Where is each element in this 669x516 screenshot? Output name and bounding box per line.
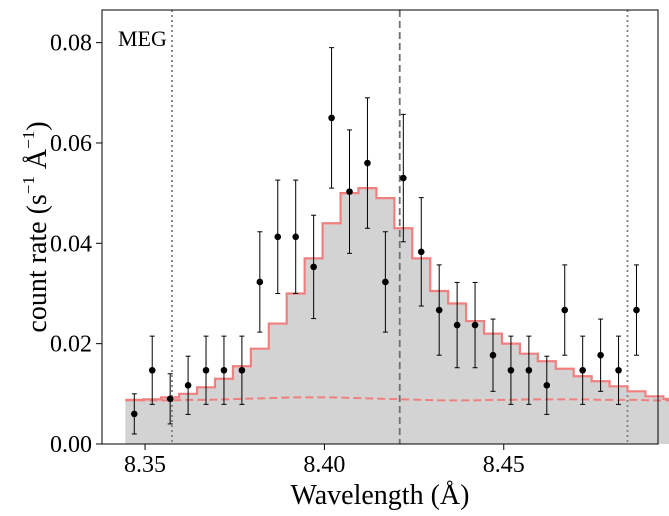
data-point [400,174,407,182]
x-axis: 8.35 8.40 8.45 [124,444,525,478]
y-axis-title-part: count rate (s [22,194,53,332]
data-point [256,278,264,286]
data-point-group [417,197,425,307]
data-point-group [382,231,389,333]
data-point-group [525,335,533,405]
data-point [328,114,335,122]
data-point [471,321,479,329]
x-axis-title: Wavelength (Å) [291,480,470,511]
data-point-group [328,47,335,189]
data-point-group [471,281,479,369]
data-point-group [615,335,622,405]
data-point-group [202,335,210,405]
data-point [633,306,640,314]
y-tick-label: 0.06 [50,131,92,157]
y-axis-title-part: Å [22,148,53,176]
data-point [364,159,371,167]
y-axis-title: count rate (s−1 Å−1) [19,121,53,332]
x-tick-label: 8.35 [124,452,166,478]
y-axis-title-superscript: −1 [19,176,38,194]
data-point [579,366,586,374]
data-point [148,366,156,374]
model-fill-area [125,188,669,444]
y-tick-label: 0.04 [50,231,92,257]
data-point-group [346,129,353,254]
data-point [561,306,569,314]
x-tick-label: 8.40 [303,452,345,478]
data-point [615,366,622,374]
y-axis-title-superscript: −1 [19,131,38,149]
data-point-group [633,264,640,356]
data-point-group [507,335,515,405]
data-point-group [184,355,192,415]
data-point [292,233,300,241]
data-point-group [274,179,282,294]
panel-label: MEG [118,26,167,51]
plot-area [125,10,669,444]
data-point [543,381,551,389]
data-point [238,366,246,374]
data-point [525,366,533,374]
data-point [597,351,604,359]
data-point [453,321,461,329]
data-point-group [292,179,300,294]
data-point [507,366,515,374]
data-point [166,395,174,403]
data-point [417,248,425,256]
data-point-group [435,264,443,356]
data-point-group [364,97,371,229]
continuum-model-line [125,396,669,402]
data-point [346,188,353,195]
data-point [130,410,138,418]
data-point [220,366,228,374]
axes-frame [101,9,659,445]
data-point-group [400,113,407,243]
data-point [310,263,317,271]
data-point [435,306,443,314]
data-point [202,366,210,374]
data-point-group [310,214,317,320]
data-point-group [489,318,497,392]
x-tick-label: 8.45 [483,452,525,478]
y-tick-label: 0.08 [50,31,92,57]
data-point [274,233,282,241]
y-tick-label: 0.02 [50,332,92,358]
data-point-group [453,281,461,369]
data-point-group [166,373,174,425]
data-point-group [238,335,246,405]
data-point-group [220,335,228,405]
y-tick-label: 0.00 [50,432,92,458]
data-point [489,351,497,359]
data-point [184,381,192,389]
data-point [382,278,389,286]
data-point-group [148,335,156,405]
data-point-group [543,355,551,415]
data-point-group [561,264,569,356]
data-point-group [130,393,138,435]
data-point-group [256,231,264,333]
y-axis: 0.00 0.02 0.04 0.06 0.08 [50,31,102,458]
data-point-group [579,335,586,405]
data-point-group [597,318,604,392]
y-axis-title-part: ) [22,121,53,130]
